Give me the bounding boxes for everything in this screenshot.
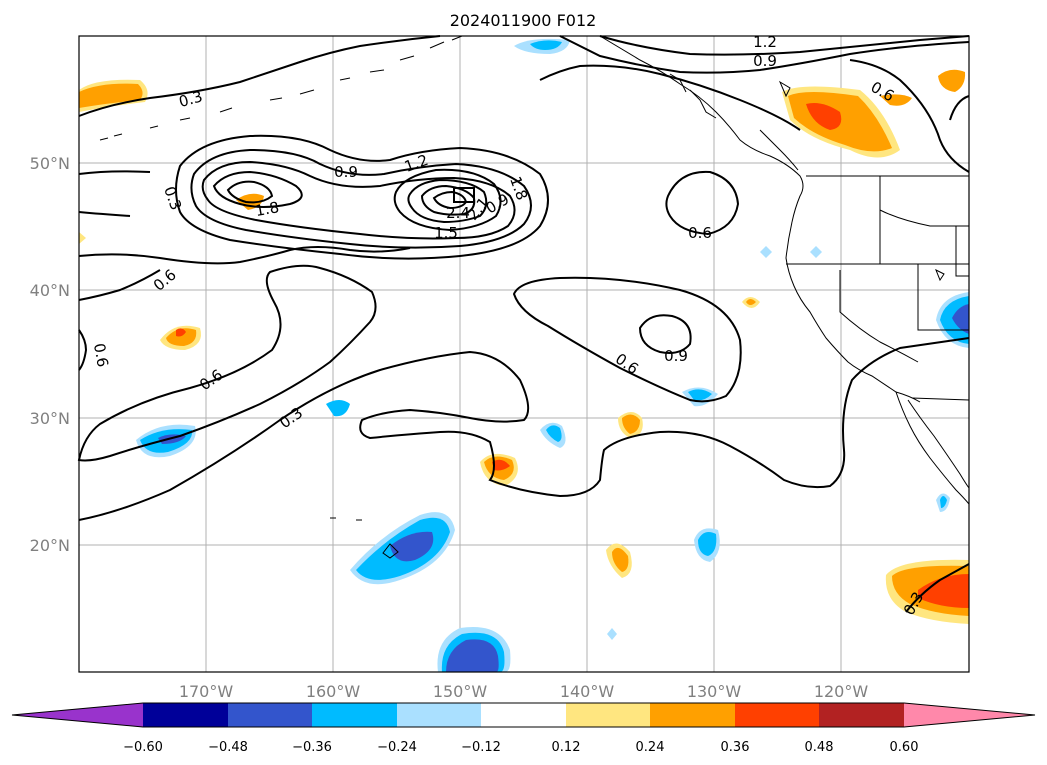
- colorbar-tick-label: −0.12: [461, 740, 501, 755]
- colorbar-tick-label: −0.60: [123, 740, 163, 755]
- colorbar-bin: [397, 703, 481, 727]
- contour-label: 1.2: [753, 33, 777, 51]
- anomaly-patch: [176, 328, 186, 337]
- colorbar-bin: [312, 703, 397, 727]
- lat-label: 40°N: [30, 281, 70, 300]
- colorbar-tick-label: −0.24: [377, 740, 417, 755]
- anomaly-patch: [806, 103, 842, 130]
- anomaly-patch: [940, 496, 947, 508]
- anomaly-patch: [607, 628, 617, 640]
- colorbar-bin: [566, 703, 650, 727]
- colorbar-tick-label: −0.48: [208, 740, 248, 755]
- contour-label: 0.6: [90, 342, 112, 369]
- anomaly-patch: [79, 232, 86, 244]
- contours: [77, 35, 970, 613]
- anomaly-patch: [938, 69, 966, 92]
- contour-label: 1.5: [434, 224, 458, 242]
- colorbar-bin: [228, 703, 312, 727]
- anomaly-patch: [612, 547, 629, 572]
- longitude-labels: 170°W 160°W 150°W 140°W 130°W 120°W: [179, 682, 869, 701]
- lat-label: 30°N: [30, 409, 70, 428]
- anomaly-patch: [880, 94, 912, 106]
- anomaly-patch: [492, 459, 510, 471]
- map-panel: 1.2 0.9 0.6 0.3 0.9 1.2 1.8 0.3 1.8 2.4 …: [77, 33, 970, 673]
- lat-label: 50°N: [30, 154, 70, 173]
- contour-label: 0.9: [664, 347, 688, 365]
- map-frame: [78, 35, 970, 673]
- colorbar-extend-low: [12, 703, 143, 727]
- colorbar-bin: [650, 703, 735, 727]
- colorbar-extend-high: [904, 703, 1035, 727]
- contour-label: 0.9: [753, 52, 777, 70]
- anomaly-patch: [688, 389, 712, 401]
- colorbar-bin: [819, 703, 904, 727]
- lon-label: 170°W: [179, 682, 234, 701]
- anomaly-patch: [698, 532, 717, 556]
- lon-label: 160°W: [306, 682, 361, 701]
- lon-label: 130°W: [687, 682, 742, 701]
- colorbar-tick-label: 0.60: [890, 740, 919, 755]
- coastlines: [99, 35, 970, 559]
- anomaly-patch: [79, 83, 143, 108]
- colorbar-outline: [11, 702, 1036, 728]
- colorbar-tick-label: 0.12: [552, 740, 581, 755]
- anomaly-patch: [546, 425, 562, 442]
- map-title: 2024011900 F012: [450, 11, 597, 30]
- contour-label: 2.4: [446, 204, 470, 222]
- anomaly-patch: [760, 246, 772, 258]
- latitude-labels: 50°N 40°N 30°N 20°N: [30, 154, 70, 555]
- anomaly-patch: [446, 639, 499, 672]
- anomaly-patch: [918, 574, 969, 608]
- colorbar-bin: [735, 703, 819, 727]
- colorbar-ticks: −0.60 −0.48 −0.36 −0.24 −0.12 0.12 0.24 …: [123, 740, 918, 755]
- colorbar: −0.60 −0.48 −0.36 −0.24 −0.12 0.12 0.24 …: [11, 702, 1036, 755]
- colorbar-tick-label: 0.24: [636, 740, 665, 755]
- anomaly-patch: [166, 328, 197, 346]
- colorbar-bin: [481, 703, 566, 727]
- contour-label: 1.8: [254, 198, 281, 220]
- colorbar-tick-label: 0.36: [721, 740, 750, 755]
- anomaly-patch: [530, 40, 562, 50]
- filled-anomalies: [79, 38, 969, 672]
- anomaly-patch: [622, 414, 640, 434]
- colorbar-bin: [143, 703, 228, 727]
- lon-label: 120°W: [814, 682, 869, 701]
- anomaly-patch: [326, 400, 350, 417]
- contour-label: 0.6: [688, 224, 712, 242]
- contour-label: 0.9: [334, 163, 358, 181]
- contour-label: 0.3: [177, 87, 205, 111]
- anomaly-patch: [390, 531, 434, 562]
- lon-label: 150°W: [433, 682, 488, 701]
- colorbar-tick-label: 0.48: [805, 740, 834, 755]
- colorbar-tick-label: −0.36: [292, 740, 332, 755]
- anomaly-patch: [810, 246, 822, 258]
- lon-label: 140°W: [560, 682, 615, 701]
- anomaly-patch: [952, 304, 969, 334]
- lat-label: 20°N: [30, 536, 70, 555]
- anomaly-patch: [746, 299, 756, 305]
